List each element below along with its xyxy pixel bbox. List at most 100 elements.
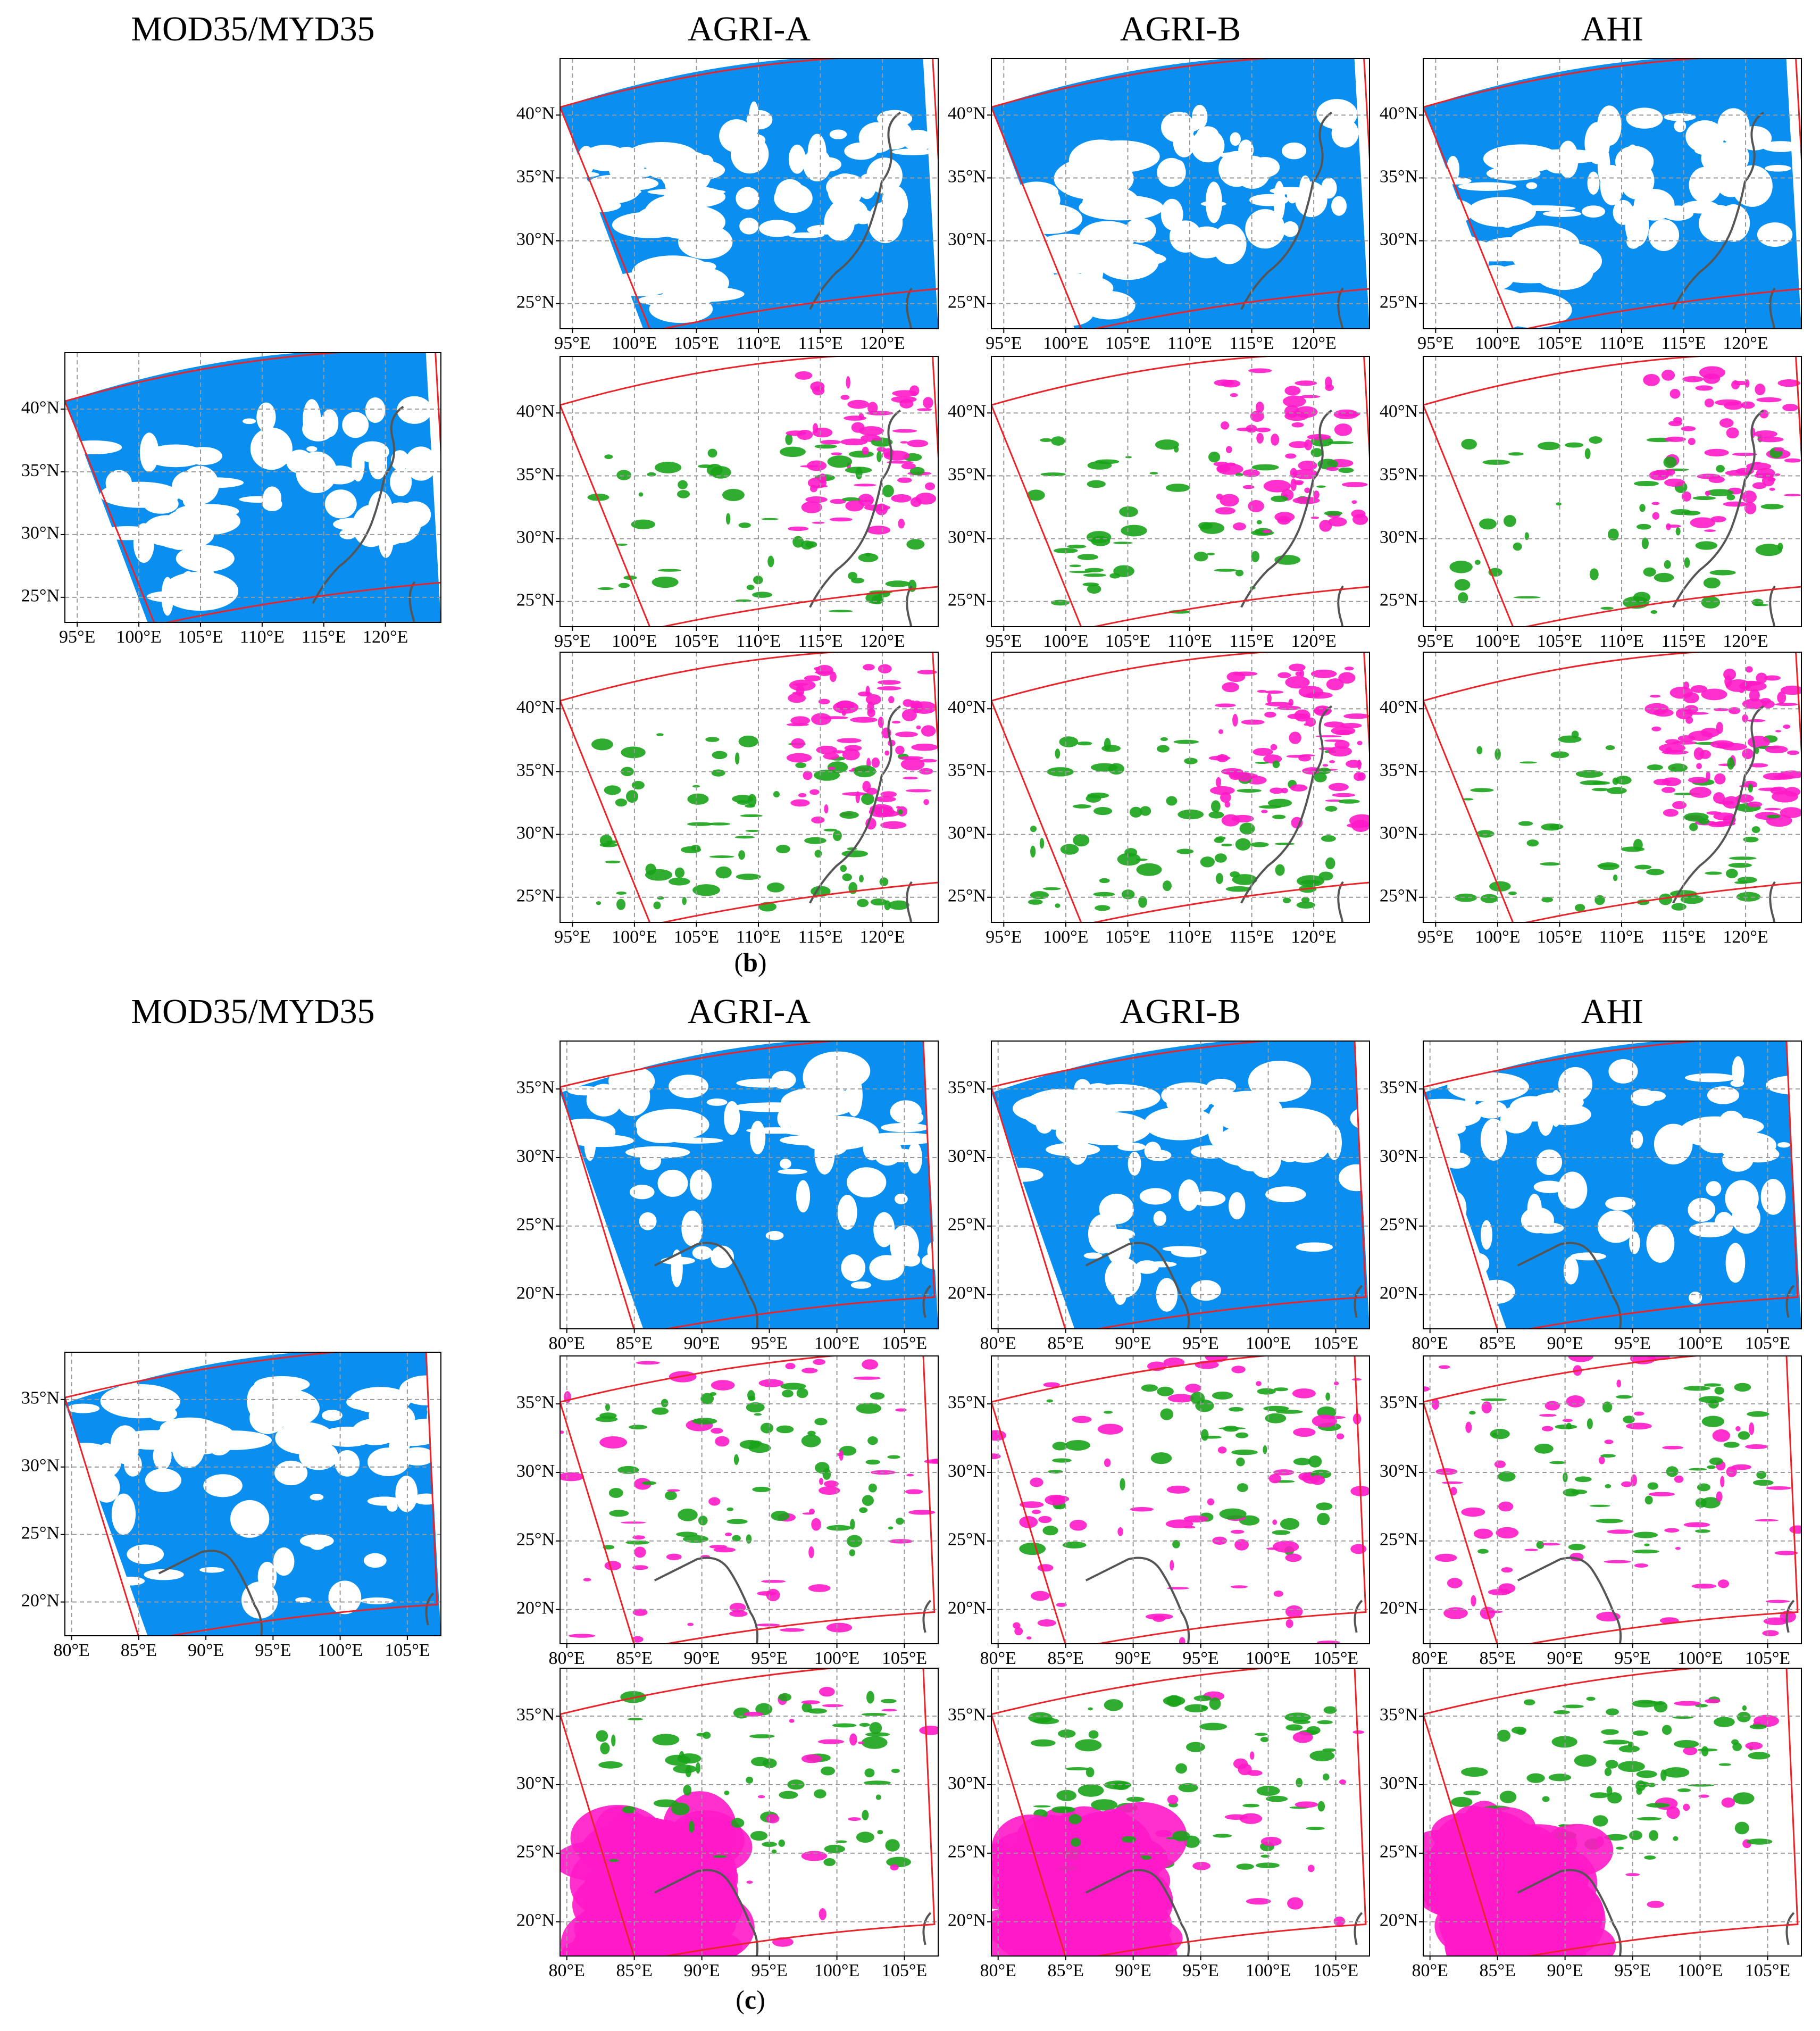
- false-cloud: [1214, 569, 1238, 572]
- scan-boundary: [1423, 59, 1801, 329]
- false-cloud: [1321, 835, 1336, 842]
- panel-frame: [64, 352, 441, 623]
- clear-area: [1722, 1148, 1754, 1172]
- coastline: [809, 705, 913, 922]
- clear-area: [322, 1410, 343, 1421]
- clear-area: [203, 1474, 243, 1497]
- lat-tick-label: 40°N: [948, 104, 986, 123]
- lon-tick-label: 105°E: [1105, 334, 1150, 353]
- false-clear: [842, 792, 869, 796]
- false-clear: [1304, 487, 1310, 494]
- false-cloud: [1498, 1471, 1516, 1482]
- false-clear: [1298, 686, 1323, 698]
- false-cloud: [1497, 1729, 1511, 1742]
- coastline: [1517, 1869, 1795, 1956]
- clear-area: [1259, 1126, 1285, 1135]
- clear-area: [1467, 1253, 1490, 1275]
- false-cloud: [1256, 520, 1262, 525]
- coastline: [1085, 1556, 1363, 1644]
- false-clear: [1664, 436, 1686, 442]
- false-clear: [1232, 713, 1238, 727]
- false-cloud: [1526, 839, 1539, 847]
- false-cloud: [1314, 772, 1327, 783]
- clear-area: [1446, 155, 1460, 183]
- clear-area: [1079, 195, 1164, 221]
- false-cloud: [1737, 877, 1757, 884]
- coastline: [654, 1869, 932, 1956]
- false-clear: [1049, 1495, 1070, 1503]
- false-cloud: [1065, 1767, 1090, 1771]
- caption: (b): [734, 947, 766, 977]
- false-clear: [830, 498, 846, 504]
- false-clear: [1292, 1388, 1316, 1399]
- false-clear: [1754, 430, 1778, 438]
- panel-frame: [991, 1668, 1370, 1957]
- false-cloud: [1091, 1799, 1117, 1811]
- map-panel: 20°N25°N30°N35°N80°E 85°E 90°E 95°E 100°E 105…: [516, 1668, 939, 1980]
- false-clear: [709, 1545, 728, 1549]
- false-clear: [845, 500, 864, 512]
- clear-area: [310, 1494, 324, 1501]
- false-cloud: [1282, 897, 1291, 904]
- lon-tick-label: 90°E: [1115, 1961, 1151, 1980]
- lat-tick-label: 25°N: [948, 293, 986, 312]
- false-cloud: [1629, 1830, 1642, 1841]
- false-clear: [1677, 735, 1696, 742]
- false-cloud: [1157, 1386, 1174, 1396]
- false-clear: [1242, 469, 1260, 477]
- clear-area: [1664, 113, 1696, 121]
- false-clear: [889, 1539, 913, 1544]
- clear-area: [1192, 104, 1208, 129]
- clear-area: [1760, 1179, 1786, 1215]
- false-cloud: [1237, 788, 1262, 793]
- false-cloud: [1632, 1700, 1658, 1708]
- lon-tick-label: 105°E: [1537, 631, 1582, 651]
- clear-area: [1099, 1194, 1134, 1225]
- clear-area: [93, 1472, 120, 1503]
- lon-tick-label: 85°E: [616, 1961, 652, 1980]
- clear-area: [574, 198, 621, 213]
- lon-tick-label: 110°E: [1599, 927, 1644, 947]
- lon-tick-label: 115°E: [1229, 927, 1274, 947]
- clear-area: [697, 154, 714, 170]
- false-cloud: [746, 1776, 754, 1784]
- lon-tick-label: 105°E: [1105, 631, 1150, 651]
- false-cloud: [739, 1440, 761, 1449]
- false-cloud: [762, 1842, 777, 1847]
- lon-tick-label: 100°E: [1043, 334, 1088, 353]
- clear-area: [1533, 253, 1593, 290]
- false-cloud: [1263, 1445, 1267, 1454]
- false-clear: [1541, 1426, 1554, 1431]
- false-cloud: [713, 1855, 727, 1858]
- false-clear: [1220, 494, 1239, 507]
- false-clear: [805, 496, 828, 503]
- false-clear: [1290, 784, 1308, 792]
- false-clear: [801, 1851, 828, 1861]
- false-clear: [821, 716, 848, 720]
- false-cloud: [1030, 1739, 1056, 1747]
- lon-tick-label: 90°E: [1115, 1649, 1151, 1668]
- false-clear: [1625, 1873, 1640, 1876]
- clear-area: [869, 1255, 905, 1281]
- false-cloud: [1738, 1431, 1750, 1440]
- false-cloud: [867, 1436, 878, 1445]
- clear-area: [1483, 144, 1560, 173]
- false-clear: [560, 1472, 585, 1481]
- lon-tick-label: 90°E: [1547, 1961, 1583, 1980]
- false-cloud: [738, 522, 751, 528]
- clear-area: [184, 447, 222, 465]
- false-cloud: [1077, 554, 1099, 560]
- false-cloud: [1654, 572, 1674, 582]
- lat-tick-label: 40°N: [1380, 697, 1418, 717]
- false-clear: [1607, 1529, 1634, 1534]
- lat-tick-label: 25°N: [516, 590, 555, 610]
- false-cloud: [1594, 895, 1605, 905]
- false-cloud: [1200, 856, 1215, 868]
- map-content: [65, 353, 441, 622]
- false-clear: [858, 426, 884, 436]
- false-cloud: [862, 1495, 874, 1506]
- clear-area: [133, 523, 155, 563]
- false-cloud: [1634, 864, 1652, 870]
- false-cloud: [760, 1422, 774, 1434]
- false-cloud: [1215, 873, 1224, 884]
